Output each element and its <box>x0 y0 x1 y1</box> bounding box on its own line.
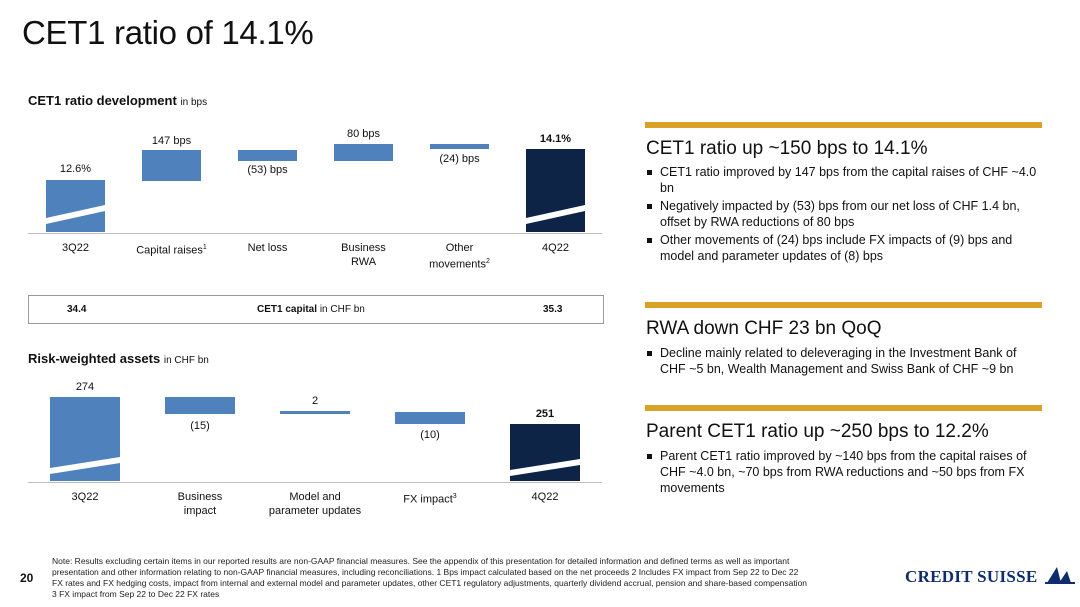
value-label-3q22: 12.6% <box>59 163 92 175</box>
cet1-capital-end: 35.3 <box>543 304 563 315</box>
rwa-chart-baseline <box>28 482 602 483</box>
category-label-capital-raises: Capital raises1 <box>136 244 207 257</box>
bar-fx-impact <box>395 412 465 424</box>
cet1-chart-title: CET1 ratio development <box>28 93 177 108</box>
rwa-chart-heading: Risk-weighted assets in CHF bn <box>28 351 209 366</box>
bar-business-impact <box>165 397 235 414</box>
value-label-business-impact: (15) <box>190 420 210 432</box>
sails-icon <box>1045 567 1076 584</box>
cet1-capital-box: 34.4 CET1 capital in CHF bn 35.3 <box>28 295 604 324</box>
section-heading-parent: Parent CET1 ratio up ~250 bps to 12.2% <box>646 421 989 442</box>
page-title: CET1 ratio of 14.1% <box>22 14 314 51</box>
value-label-3q22-rwa: 274 <box>75 381 95 393</box>
list-item: CET1 ratio improved by 147 bps from the … <box>646 164 1041 196</box>
cet1-chart-unit: in bps <box>180 97 208 108</box>
cet1-capital-start: 34.4 <box>67 304 87 315</box>
cet1-capital-label-group: CET1 capital in CHF bn <box>257 304 365 315</box>
section-heading-cet1: CET1 ratio up ~150 bps to 14.1% <box>646 138 928 159</box>
axis-break-icon <box>46 205 105 224</box>
axis-break-icon <box>510 459 580 476</box>
value-label-other-movements: (24) bps <box>439 153 480 165</box>
list-item: Decline mainly related to deleveraging i… <box>646 345 1041 377</box>
list-item: Parent CET1 ratio improved by ~140 bps f… <box>646 448 1041 496</box>
value-label-fx-impact: (10) <box>420 429 440 441</box>
cet1-capital-label: CET1 capital <box>257 304 318 315</box>
category-label-3q22-rwa: 3Q22 <box>71 491 99 503</box>
bar-4q22-rwa <box>510 424 580 481</box>
value-label-net-loss: (53) bps <box>247 164 288 176</box>
page-number: 20 <box>20 571 34 585</box>
list-item: Other movements of (24) bps include FX i… <box>646 232 1041 264</box>
footnote-text: Note: Results excluding certain items in… <box>52 556 808 599</box>
category-label-business-impact: Business impact <box>177 491 223 517</box>
bar-4q22-cet1 <box>526 149 585 232</box>
category-label-3q22: 3Q22 <box>62 242 89 254</box>
category-label-model-parameter: Model and parameter updates <box>268 491 362 517</box>
cet1-chart-baseline <box>28 233 602 234</box>
value-label-capital-raises: 147 bps <box>151 135 192 147</box>
category-label-business-rwa: Business RWA <box>341 242 386 268</box>
bar-net-loss <box>238 150 297 161</box>
category-label-4q22-rwa: 4Q22 <box>531 491 559 503</box>
rwa-chart-title: Risk-weighted assets <box>28 351 161 366</box>
section-bullets-cet1: CET1 ratio improved by 147 bps from the … <box>646 164 1041 266</box>
rwa-chart-unit: in CHF bn <box>163 355 209 366</box>
bar-model-parameter-updates <box>280 411 350 414</box>
axis-break-icon <box>50 457 120 474</box>
section-bullets-rwa: Decline mainly related to deleveraging i… <box>646 345 1041 379</box>
section-divider <box>645 302 1042 308</box>
value-label-business-rwa: 80 bps <box>346 128 381 140</box>
value-label-4q22-rwa: 251 <box>535 408 555 420</box>
category-label-net-loss: Net loss <box>247 242 288 254</box>
logo-text: CREDIT SUISSE <box>905 567 1038 586</box>
cet1-capital-unit: in CHF bn <box>319 304 365 315</box>
bar-3q22-rwa <box>50 397 120 481</box>
bar-capital-raises <box>142 150 201 181</box>
category-label-fx-impact: FX impact3 <box>403 493 457 506</box>
bar-3q22-cet1 <box>46 180 105 232</box>
section-bullets-parent: Parent CET1 ratio improved by ~140 bps f… <box>646 448 1041 498</box>
bar-other-movements <box>430 144 489 149</box>
bar-business-rwa <box>334 144 393 161</box>
list-item: Negatively impacted by (53) bps from our… <box>646 198 1041 230</box>
value-label-4q22: 14.1% <box>539 133 572 145</box>
value-label-model-parameter: 2 <box>311 395 319 407</box>
section-divider <box>645 122 1042 128</box>
category-label-4q22: 4Q22 <box>542 242 569 254</box>
cet1-chart-heading: CET1 ratio development in bps <box>28 93 207 108</box>
section-divider <box>645 405 1042 411</box>
category-label-other-movements: Other movements2 <box>429 242 490 271</box>
credit-suisse-logo: CREDIT SUISSE <box>905 565 1076 587</box>
axis-break-icon <box>526 205 585 224</box>
section-heading-rwa: RWA down CHF 23 bn QoQ <box>646 318 882 339</box>
